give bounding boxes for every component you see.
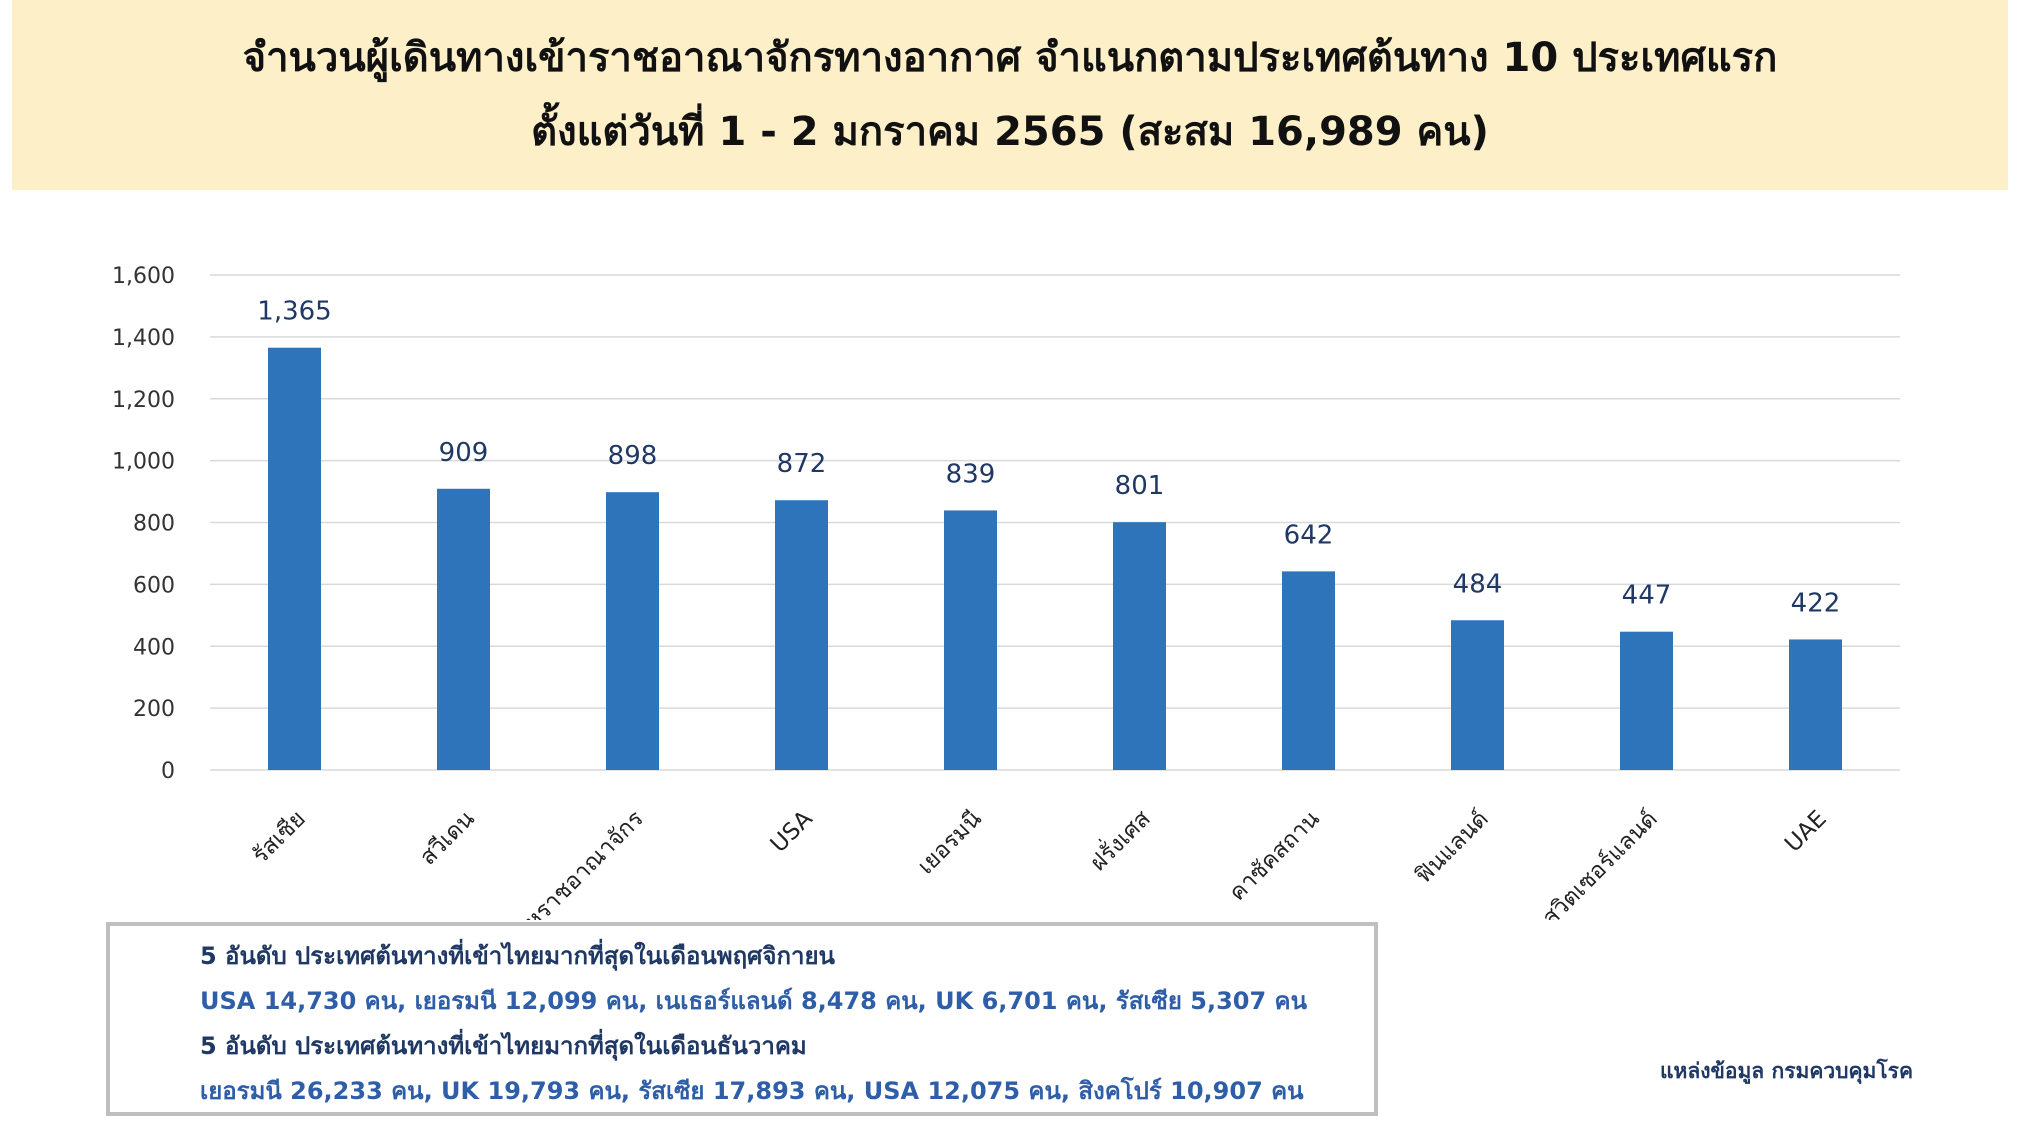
- bars: [268, 347, 1842, 770]
- bar: [1789, 639, 1842, 770]
- x-tick-label: USA: [766, 806, 818, 858]
- data-label: 909: [439, 438, 489, 468]
- data-label: 898: [608, 441, 658, 471]
- chart-subtitle: ตั้งแต่วันที่ 1 - 2 มกราคม 2565 (สะสม 16…: [531, 109, 1489, 155]
- x-axis-ticks: รัสเซีย สวีเดน สหราชอาณาจักร USA เยอรมนี ฝรั่…: [248, 803, 1832, 920]
- bar: [1451, 620, 1504, 770]
- x-tick-label: สหราชอาณาจักร: [510, 806, 649, 920]
- x-tick-label: คาซัคสถาน: [1224, 806, 1325, 907]
- y-axis-ticks: 0 200 400 600 800 1,000 1,200 1,400 1,600: [112, 264, 175, 784]
- data-label: 642: [1284, 520, 1334, 550]
- data-label: 447: [1622, 581, 1672, 611]
- y-tick-label: 1,400: [112, 326, 175, 351]
- y-tick-label: 1,600: [112, 264, 175, 289]
- x-tick-label: UAE: [1780, 806, 1832, 858]
- y-tick-label: 1,200: [112, 388, 175, 413]
- bar: [1282, 571, 1335, 770]
- x-tick-label: สวิตเซอร์แลนด์: [1537, 805, 1663, 920]
- bar: [437, 488, 490, 770]
- data-label: 422: [1791, 588, 1841, 618]
- x-tick-label: รัสเซีย: [248, 806, 311, 869]
- december-detail: เยอรมนี 26,233 คน, UK 19,793 คน, รัสเซีย…: [200, 1077, 1304, 1105]
- bar: [944, 510, 997, 770]
- bar: [1113, 522, 1166, 770]
- y-tick-label: 0: [161, 759, 175, 784]
- november-detail: USA 14,730 คน, เยอรมนี 12,099 คน, เนเธอร…: [200, 987, 1307, 1015]
- monthly-top5-box: 5 อันดับ ประเทศต้นทางที่เข้าไทยมากที่สุด…: [106, 922, 1378, 1116]
- y-tick-label: 600: [133, 573, 175, 598]
- data-label: 484: [1453, 569, 1503, 599]
- bar: [268, 347, 321, 770]
- bar: [606, 492, 659, 770]
- data-label: 839: [946, 459, 996, 489]
- gridlines: [210, 274, 1900, 771]
- december-heading: 5 อันดับ ประเทศต้นทางที่เข้าไทยมากที่สุด…: [200, 1032, 807, 1060]
- title-banner: จำนวนผู้เดินทางเข้าราชอาณาจักรทางอากาศ จ…: [12, 0, 2008, 190]
- x-tick-label: สวีเดน: [415, 806, 480, 871]
- november-heading: 5 อันดับ ประเทศต้นทางที่เข้าไทยมากที่สุด…: [200, 942, 835, 970]
- y-tick-label: 1,000: [112, 450, 175, 475]
- data-label: 1,365: [257, 297, 331, 327]
- y-tick-label: 800: [133, 512, 175, 537]
- y-tick-label: 400: [133, 635, 175, 660]
- y-tick-label: 200: [133, 697, 175, 722]
- data-source: แหล่งข้อมูล กรมควบคุมโรค: [1660, 1059, 1913, 1083]
- chart-title: จำนวนผู้เดินทางเข้าราชอาณาจักรทางอากาศ จ…: [242, 35, 1778, 81]
- bar: [775, 500, 828, 770]
- bar-chart: 0 200 400 600 800 1,000 1,200 1,400 1,600 1,365 9…: [112, 264, 1900, 920]
- x-tick-label: เยอรมนี: [913, 806, 987, 880]
- x-tick-label: ฝรั่งเศส: [1083, 803, 1156, 876]
- data-label: 801: [1115, 471, 1165, 501]
- bar: [1620, 631, 1673, 770]
- x-tick-label: ฟินแลนด์: [1410, 805, 1494, 889]
- data-labels: 1,365 909 898 872 839 801 642 484 447 422: [257, 297, 1840, 619]
- data-label: 872: [777, 449, 827, 479]
